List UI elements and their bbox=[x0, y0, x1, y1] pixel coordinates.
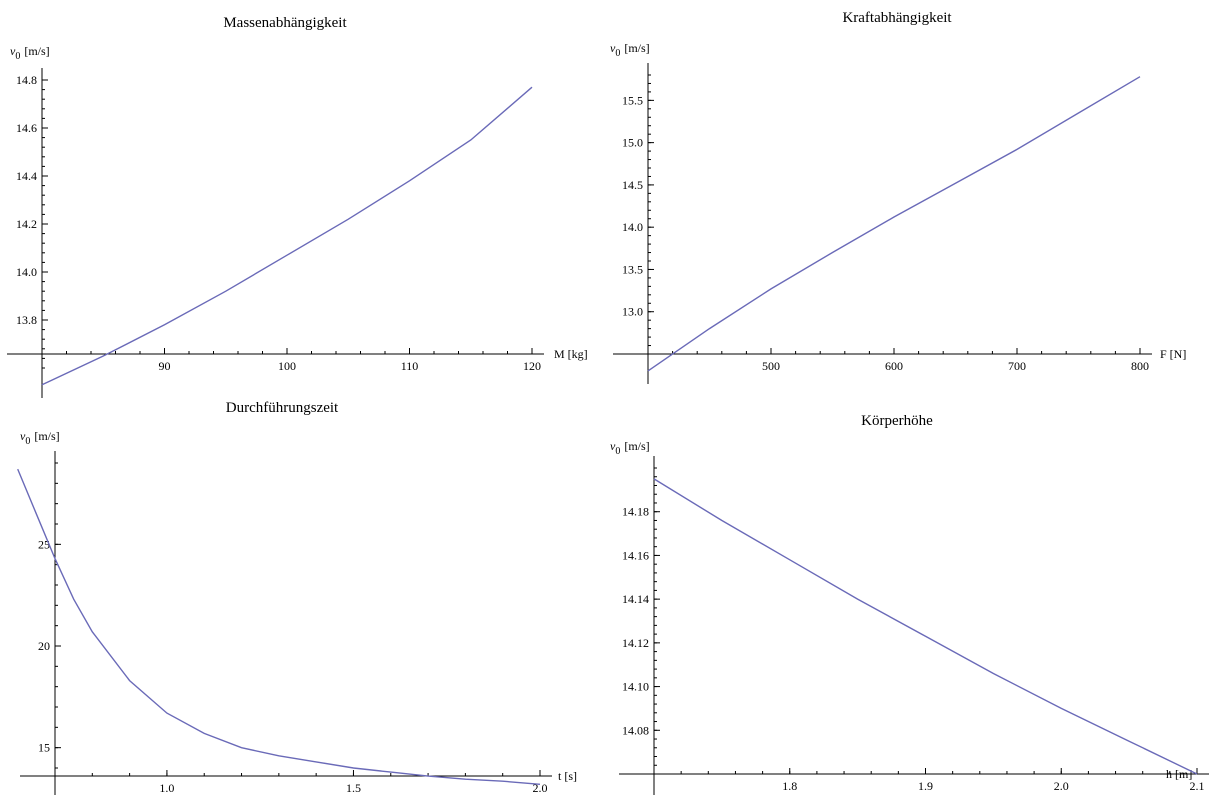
chart-title: Durchführungszeit bbox=[226, 400, 339, 416]
x-tick-label: 1.9 bbox=[918, 779, 933, 793]
panel-kraftabhaengigkeit: Kraftabhängigkeit v0 [m/s] F [N] 500 600 700 80… bbox=[610, 10, 1186, 384]
y-tick-label: 15 bbox=[38, 741, 50, 755]
chart-title: Kraftabhängigkeit bbox=[842, 10, 952, 26]
x-tick-label: 120 bbox=[523, 359, 541, 373]
x-axis-label: M [kg] bbox=[554, 347, 588, 361]
y-axis-label: v0 [m/s] bbox=[20, 429, 60, 447]
series-line bbox=[647, 76, 1141, 372]
panel-massenabhaengigkeit: Massenabhängigkeit v0 [m/s] M [kg] 90 100 110 1… bbox=[7, 15, 588, 398]
y-tick-label: 25 bbox=[38, 537, 50, 551]
y-tick-label: 14.16 bbox=[622, 548, 649, 562]
y-axis-label-unit: [m/s] bbox=[624, 439, 649, 453]
y-tick-label: 14.2 bbox=[16, 217, 37, 231]
x-tick-label: 100 bbox=[278, 359, 296, 373]
x-tick-label: 1.8 bbox=[782, 779, 797, 793]
x-tick-label: 600 bbox=[885, 359, 903, 373]
y-tick-label: 14.0 bbox=[622, 220, 643, 234]
y-axis-label-var: v bbox=[10, 44, 16, 58]
y-tick-label: 14.14 bbox=[622, 592, 649, 606]
y-tick-label: 14.4 bbox=[16, 169, 37, 183]
y-axis-label-sub: 0 bbox=[25, 436, 30, 447]
y-axis-label-unit: [m/s] bbox=[624, 41, 649, 55]
y-tick-label: 14.6 bbox=[16, 121, 37, 135]
y-tick-label: 14.0 bbox=[16, 265, 37, 279]
y-axis-label-sub: 0 bbox=[15, 51, 20, 62]
chart-title: Massenabhängigkeit bbox=[223, 15, 347, 31]
y-tick-label: 13.5 bbox=[622, 262, 643, 276]
x-axis-label: F [N] bbox=[1160, 347, 1186, 361]
x-tick-label: 110 bbox=[401, 359, 419, 373]
x-tick-label: 2.0 bbox=[1054, 779, 1069, 793]
y-axis-label-sub: 0 bbox=[615, 446, 620, 457]
x-tick-label: 700 bbox=[1008, 359, 1026, 373]
series-line bbox=[653, 478, 1198, 775]
series-line bbox=[17, 468, 541, 785]
y-tick-label: 20 bbox=[38, 639, 50, 653]
y-axis-label: v0 [m/s] bbox=[610, 439, 650, 457]
x-tick-label: 800 bbox=[1131, 359, 1149, 373]
y-axis-label-var: v bbox=[610, 439, 616, 453]
y-axis-label: v0 [m/s] bbox=[10, 44, 50, 62]
x-tick-label: 1.5 bbox=[346, 781, 361, 795]
y-tick-label: 13.8 bbox=[16, 313, 37, 327]
x-tick-label: 1.0 bbox=[159, 781, 174, 795]
y-axis-label-unit: [m/s] bbox=[24, 44, 49, 58]
panel-durchfuehrungszeit: Durchführungszeit v0 [m/s] t [s] 1.0 1.5 2.0 15… bbox=[17, 400, 577, 795]
y-tick-label: 14.8 bbox=[16, 73, 37, 87]
y-tick-label: 15.0 bbox=[622, 136, 643, 150]
x-tick-label: 2.1 bbox=[1190, 779, 1205, 793]
y-tick-label: 13.0 bbox=[622, 305, 643, 319]
y-tick-label: 14.18 bbox=[622, 505, 649, 519]
x-tick-label: 2.0 bbox=[533, 781, 548, 795]
y-tick-label: 15.5 bbox=[622, 93, 643, 107]
y-axis-label-unit: [m/s] bbox=[34, 429, 59, 443]
x-tick-label: 500 bbox=[762, 359, 780, 373]
chart-title: Körperhöhe bbox=[861, 413, 933, 429]
y-tick-label: 14.12 bbox=[622, 636, 649, 650]
x-axis-label: t [s] bbox=[558, 769, 577, 783]
y-axis-label: v0 [m/s] bbox=[610, 41, 650, 59]
y-axis-label-sub: 0 bbox=[615, 48, 620, 59]
y-axis-label-var: v bbox=[610, 41, 616, 55]
series-line bbox=[41, 86, 533, 386]
x-tick-label: 90 bbox=[159, 359, 171, 373]
y-tick-label: 14.5 bbox=[622, 178, 643, 192]
y-axis-label-var: v bbox=[20, 429, 26, 443]
y-tick-label: 14.08 bbox=[622, 723, 649, 737]
y-tick-label: 14.10 bbox=[622, 680, 649, 694]
